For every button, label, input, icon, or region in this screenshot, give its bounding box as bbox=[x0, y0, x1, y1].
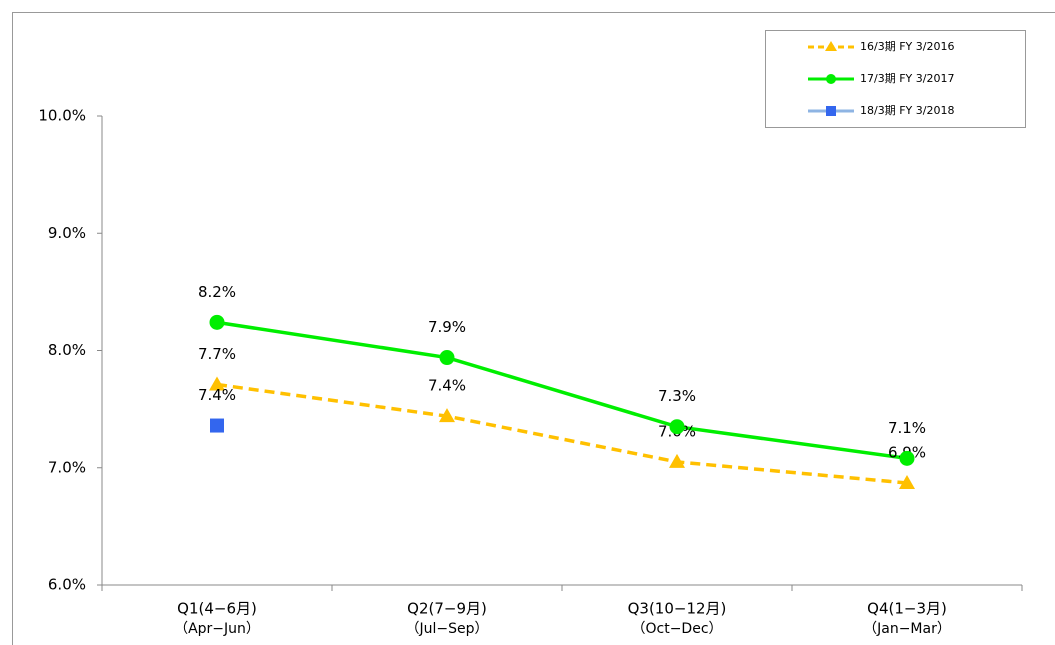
y-tick-label: 7.0% bbox=[48, 458, 86, 476]
x-tick-label: Q3(10−12月) bbox=[628, 600, 727, 618]
legend-label: 17/3期 FY 3/2017 bbox=[860, 72, 954, 85]
series-marker bbox=[669, 453, 685, 468]
series-marker bbox=[669, 419, 685, 435]
x-tick-sublabel: （Oct−Dec） bbox=[631, 621, 722, 637]
series-marker bbox=[210, 418, 224, 433]
data-label: 7.1% bbox=[888, 419, 926, 437]
data-label: 7.4% bbox=[198, 386, 236, 404]
series-marker bbox=[439, 350, 455, 366]
legend-label: 18/3期 FY 3/2018 bbox=[860, 104, 954, 117]
series-line bbox=[216, 382, 908, 485]
series-marker bbox=[209, 376, 225, 391]
series-marker bbox=[209, 314, 225, 330]
data-label: 8.2% bbox=[198, 283, 236, 301]
data-label: 7.3% bbox=[658, 387, 696, 405]
x-tick-label: Q2(7−9月) bbox=[407, 600, 487, 618]
x-tick-sublabel: （Jan−Mar） bbox=[863, 621, 951, 637]
legend-label: 16/3期 FY 3/2016 bbox=[860, 40, 954, 53]
x-tick-sublabel: （Apr−Jun） bbox=[174, 621, 260, 637]
x-tick-sublabel: （Jul−Sep） bbox=[405, 621, 488, 637]
series-marker bbox=[899, 450, 915, 466]
legend-marker bbox=[825, 41, 837, 51]
y-tick-label: 10.0% bbox=[38, 107, 86, 125]
data-label: 7.4% bbox=[428, 377, 466, 395]
series-marker bbox=[439, 408, 455, 423]
legend-marker bbox=[826, 106, 836, 116]
x-tick-label: Q4(1−3月) bbox=[867, 600, 947, 618]
y-tick-label: 6.0% bbox=[48, 576, 86, 594]
y-tick-label: 9.0% bbox=[48, 224, 86, 242]
data-label: 7.9% bbox=[428, 318, 466, 336]
legend-marker bbox=[826, 74, 836, 84]
x-tick-label: Q1(4−6月) bbox=[177, 600, 257, 618]
data-label: 7.7% bbox=[198, 345, 236, 363]
series-marker bbox=[899, 474, 915, 489]
y-tick-label: 8.0% bbox=[48, 341, 86, 359]
series-line bbox=[216, 320, 908, 461]
